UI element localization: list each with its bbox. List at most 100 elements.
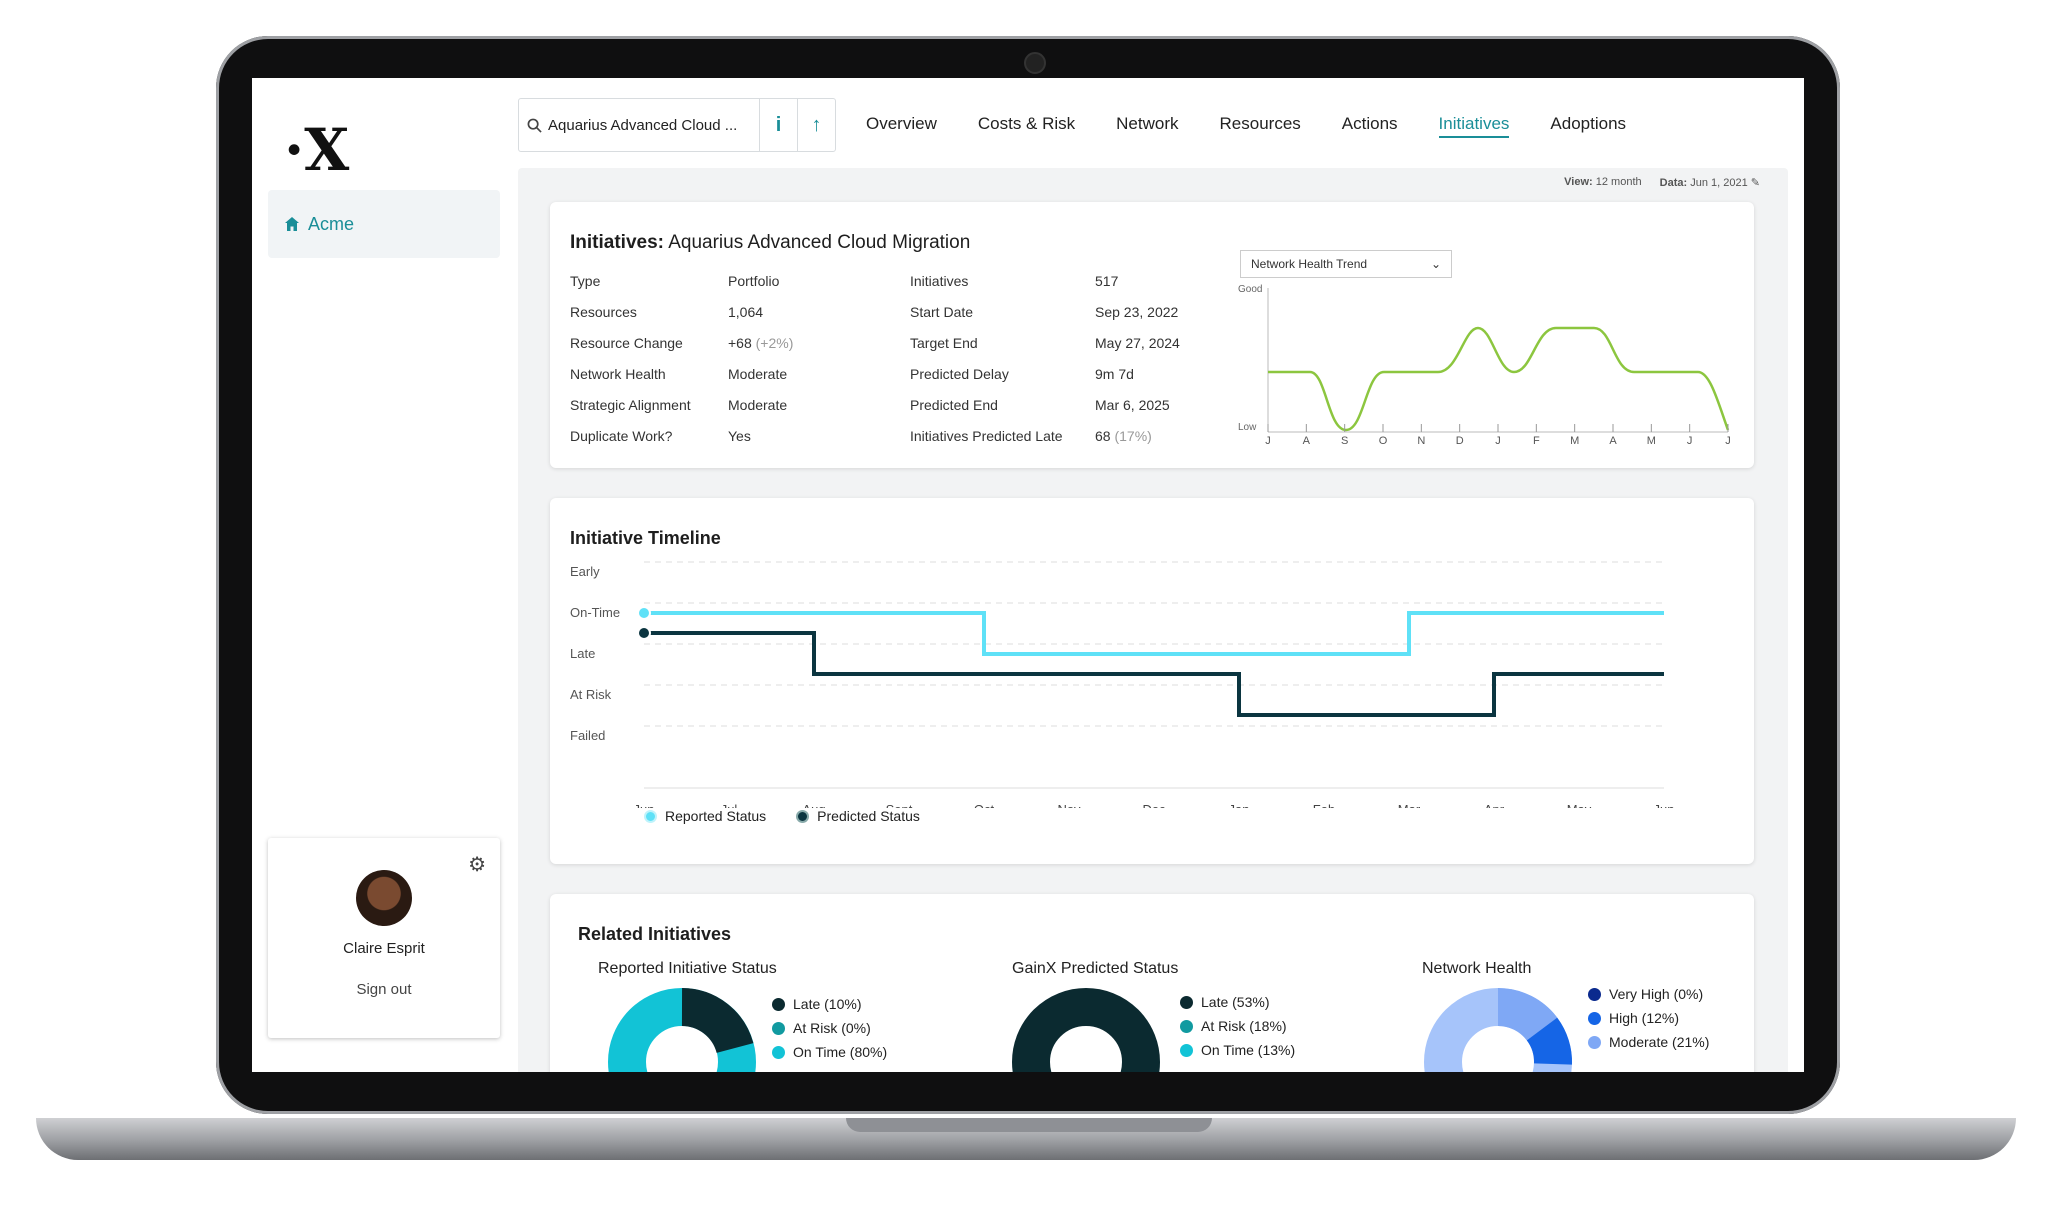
- trend-tick-label: O: [1379, 435, 1388, 447]
- trend-y-top: Good: [1238, 284, 1262, 295]
- tab-initiatives[interactable]: Initiatives: [1438, 114, 1510, 138]
- legend-label: Late (10%): [793, 996, 862, 1012]
- summary-key: Duplicate Work?: [570, 421, 691, 452]
- legend-item: Late (53%): [1180, 990, 1295, 1014]
- reported-status-line: [644, 611, 1664, 656]
- reported-start-point[interactable]: [637, 606, 651, 620]
- view-label: View:: [1564, 176, 1593, 188]
- gear-icon[interactable]: ⚙: [468, 854, 486, 876]
- summary-value: Moderate: [728, 359, 793, 390]
- timeline-y-label: Failed: [570, 728, 605, 743]
- value-text: +68: [728, 335, 752, 351]
- share-button[interactable]: ↑: [797, 99, 835, 151]
- summary-value: Sep 23, 2022: [1095, 297, 1180, 328]
- chevron-down-icon: ⌄: [1430, 257, 1441, 271]
- summary-key: Type: [570, 266, 691, 297]
- summary-value: 9m 7d: [1095, 359, 1180, 390]
- value-text: Portfolio: [728, 273, 780, 289]
- legend-label: On Time (80%): [793, 1044, 888, 1060]
- view-value[interactable]: 12 month: [1595, 176, 1642, 188]
- legend-predicted[interactable]: Predicted Status: [796, 808, 920, 824]
- tab-overview[interactable]: Overview: [866, 114, 937, 133]
- trend-tick-label: M: [1647, 435, 1656, 447]
- network-health-trend-chart: Good Low J A S O N D J F M A M J J: [1238, 284, 1731, 447]
- summary-value: Mar 6, 2025: [1095, 390, 1180, 421]
- key-text: Resources: [570, 304, 637, 320]
- key-text: Strategic Alignment: [570, 397, 691, 413]
- legend-item: On Time (80%): [772, 1040, 887, 1064]
- key-text: Target End: [910, 335, 978, 351]
- key-text: Type: [570, 273, 601, 289]
- timeline-x-label: Oct: [974, 802, 995, 808]
- info-button[interactable]: i: [759, 99, 797, 151]
- legend-reported[interactable]: Reported Status: [644, 808, 766, 824]
- summary-keys-right: Initiatives Start Date Target End Predicted…: [910, 266, 1063, 452]
- initiative-summary-card: Initiatives: Aquarius Advanced Cloud Mig…: [550, 202, 1754, 468]
- timeline-x-label: Jan: [1229, 802, 1250, 808]
- sidebar-item-home[interactable]: Acme: [268, 190, 500, 258]
- tab-resources[interactable]: Resources: [1219, 114, 1301, 133]
- trend-tick-label: A: [1303, 435, 1311, 447]
- summary-value: Yes: [728, 421, 793, 452]
- timeline-x-label: Mar: [1398, 802, 1421, 808]
- summary-value: +68 (+2%): [728, 328, 793, 359]
- view-meta: View: 12 month Data: Jun 1, 2021 ✎: [1564, 176, 1760, 189]
- timeline-title: Initiative Timeline: [570, 528, 721, 548]
- trend-tick-label: F: [1533, 435, 1540, 447]
- value-text: 68: [1095, 428, 1111, 444]
- legend-label: Very High (0%): [1609, 986, 1704, 1002]
- trend-line: [1268, 326, 1730, 432]
- laptop-notch: [846, 1118, 1212, 1132]
- tab-network[interactable]: Network: [1116, 114, 1179, 133]
- predicted-start-point[interactable]: [637, 626, 651, 640]
- timeline-x-label: Jun: [634, 802, 655, 808]
- timeline-x-label: Jul: [721, 802, 738, 808]
- trend-dropdown[interactable]: Network Health Trend ⌄: [1240, 250, 1452, 278]
- edit-icon[interactable]: ✎: [1750, 177, 1760, 189]
- app-screen: ·X Acme ⚙ Claire Esprit Sign out Aquariu…: [252, 78, 1804, 1072]
- timeline-x-label: Aug: [802, 802, 825, 808]
- summary-key: Strategic Alignment: [570, 390, 691, 421]
- donut-reported-status: [608, 988, 756, 1072]
- timeline-legend: Reported Status Predicted Status: [644, 808, 920, 824]
- tab-actions[interactable]: Actions: [1341, 114, 1398, 133]
- legend-label: At Risk (18%): [1201, 1018, 1287, 1034]
- search-input[interactable]: Aquarius Advanced Cloud ...: [519, 117, 759, 134]
- timeline-x-label: Sept: [886, 802, 913, 808]
- donut-title-reported: Reported Initiative Status: [598, 960, 777, 977]
- trend-tick-label: A: [1609, 435, 1617, 447]
- tab-adoptions[interactable]: Adoptions: [1550, 114, 1627, 133]
- sign-out-link[interactable]: Sign out: [356, 981, 412, 998]
- arrow-up-icon: ↑: [811, 113, 822, 136]
- value-text: Moderate: [728, 397, 788, 413]
- main-nav: Overview Costs & Risk Network Resources …: [866, 114, 1626, 138]
- value-text: Moderate: [728, 366, 788, 382]
- tab-costs-risk[interactable]: Costs & Risk: [977, 114, 1076, 133]
- summary-key: Predicted Delay: [910, 359, 1063, 390]
- summary-value: Moderate: [728, 390, 793, 421]
- legend-item: On Time (13%): [1180, 1038, 1295, 1062]
- trend-tick-label: J: [1495, 435, 1501, 447]
- initiative-timeline-chart: Early On-Time Late At Risk Failed Jun Jul Aug Se…: [570, 561, 1674, 808]
- trend-tick-label: N: [1417, 435, 1425, 447]
- legend-item: Late (10%): [772, 992, 887, 1016]
- legend-item: Very High (0%): [1588, 982, 1709, 1006]
- key-text: Initiatives Predicted Late: [910, 428, 1063, 444]
- summary-value: May 27, 2024: [1095, 328, 1180, 359]
- trend-tick-label: S: [1341, 435, 1348, 447]
- data-date[interactable]: Jun 1, 2021: [1690, 177, 1748, 189]
- predicted-status-line: [644, 631, 1664, 717]
- initiative-search: Aquarius Advanced Cloud ... i ↑: [518, 98, 836, 152]
- key-text: Start Date: [910, 304, 974, 320]
- value-text: May 27, 2024: [1095, 335, 1180, 351]
- related-title: Related Initiatives: [578, 924, 732, 944]
- related-initiatives-card: Related Initiatives Reported Initiative …: [550, 894, 1754, 1072]
- legend-label: At Risk (0%): [793, 1020, 871, 1036]
- summary-value: 1,064: [728, 297, 793, 328]
- summary-values-right: 517 Sep 23, 2022 May 27, 2024 9m 7d Mar 6, 2…: [1095, 266, 1180, 452]
- summary-key: Resource Change: [570, 328, 691, 359]
- donut-network-health: [1424, 988, 1572, 1072]
- trend-tick-label: J: [1265, 435, 1271, 447]
- value-note: (17%): [1114, 428, 1152, 444]
